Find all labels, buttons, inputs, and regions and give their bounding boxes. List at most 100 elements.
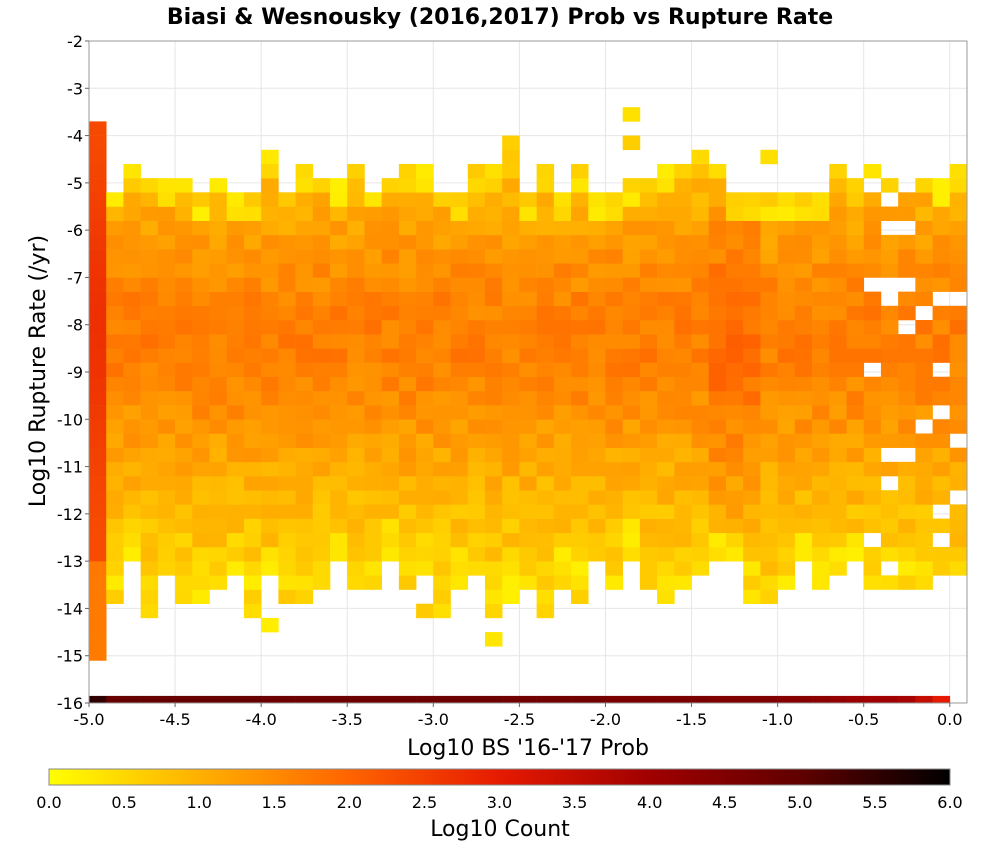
colorbar-tick-label: 5.0 [787, 793, 812, 812]
heatmap-cell [605, 433, 623, 448]
heatmap-cell [812, 490, 830, 505]
heatmap-cell [312, 447, 331, 463]
heatmap-cell [725, 263, 744, 278]
heatmap-cell [932, 206, 951, 221]
heatmap-cell [932, 390, 951, 406]
heatmap-cell [433, 447, 451, 463]
heatmap-cell [605, 291, 623, 307]
heatmap-cell [846, 433, 865, 448]
heatmap-cell [295, 376, 314, 392]
heatmap-cell [278, 518, 296, 534]
heatmap-cell [450, 234, 469, 250]
heatmap-cell [536, 277, 555, 292]
heatmap-cell [880, 206, 899, 221]
heatmap-cell [157, 490, 176, 505]
heatmap-cell [209, 561, 228, 576]
heatmap-cell [209, 305, 228, 321]
heatmap-cell [261, 348, 279, 363]
heatmap-cell [106, 518, 124, 534]
heatmap-cell [226, 433, 245, 448]
heatmap-cell [794, 206, 813, 221]
heatmap-cell [760, 561, 778, 576]
heatmap-cell [192, 362, 210, 378]
heatmap-cell [639, 220, 658, 236]
heatmap-cell [846, 490, 865, 505]
heatmap-cell [175, 192, 193, 207]
heatmap-cell [243, 220, 262, 236]
heatmap-cell [347, 546, 365, 562]
heatmap-cell [433, 206, 451, 221]
y-tick-label: -13 [57, 552, 83, 571]
heatmap-cell [502, 334, 520, 349]
heatmap-cell [278, 305, 296, 321]
heatmap-cell [89, 617, 107, 633]
heatmap-cell [880, 348, 899, 363]
heatmap-cell [278, 561, 296, 576]
heatmap-cell [157, 447, 176, 463]
heatmap-cell [467, 561, 486, 576]
heatmap-cell [398, 518, 417, 534]
heatmap-cell [691, 319, 710, 335]
heatmap-cell [278, 362, 296, 378]
heatmap-cell [226, 546, 245, 562]
heatmap-cell [157, 532, 176, 548]
heatmap-cell [794, 192, 813, 207]
heatmap-cell [536, 518, 555, 534]
heatmap-cell [553, 263, 572, 278]
heatmap-cell [140, 575, 159, 590]
heatmap-cell [622, 376, 641, 392]
heatmap-cell [639, 532, 658, 548]
heatmap-cell [330, 447, 348, 463]
heatmap-cell [261, 263, 279, 278]
heatmap-cell [639, 178, 658, 193]
heatmap-cell [829, 277, 847, 292]
heatmap-cell [622, 390, 641, 406]
heatmap-cell [381, 305, 400, 321]
heatmap-cell [536, 376, 555, 392]
heatmap-cell [347, 348, 365, 363]
heatmap-cell [691, 234, 710, 250]
heatmap-cell [829, 504, 847, 519]
heatmap-cell [708, 447, 727, 463]
heatmap-cell [829, 362, 847, 378]
heatmap-cell-bottom [89, 695, 107, 703]
heatmap-cell [192, 490, 210, 505]
heatmap-cell [140, 532, 159, 548]
heatmap-cell [484, 561, 503, 576]
x-tick-label: -1.0 [762, 710, 793, 729]
heatmap-cell [484, 249, 503, 264]
heatmap-cell [175, 546, 193, 562]
heatmap-cell-bottom [863, 695, 882, 703]
heatmap-cell [949, 405, 968, 420]
heatmap-cell [502, 490, 520, 505]
heatmap-cell [226, 532, 245, 548]
heatmap-cell [106, 249, 124, 264]
heatmap-cell [192, 291, 210, 307]
heatmap-cell [192, 206, 210, 221]
heatmap-cell [502, 348, 520, 363]
heatmap-cell [123, 291, 141, 307]
heatmap-cell [416, 546, 434, 562]
colorbar: 0.0 0.5 1.0 1.5 2.0 2.5 3.0 3.5 4.0 4.5 5.0 5.5 6.0 [36, 768, 963, 812]
heatmap-cell [605, 334, 623, 349]
heatmap-cell [639, 419, 658, 434]
heatmap-cell [398, 504, 417, 519]
heatmap-cell [209, 234, 228, 250]
heatmap-cell [519, 447, 537, 463]
heatmap-cell [691, 447, 710, 463]
heatmap-cell [657, 178, 675, 193]
heatmap-cell [398, 561, 417, 576]
heatmap-cell [863, 433, 882, 448]
heatmap-cell [416, 433, 434, 448]
y-tick-label: -4 [67, 127, 83, 146]
heatmap-cell [484, 163, 503, 179]
heatmap-cell [175, 376, 193, 392]
heatmap-cell [880, 518, 899, 534]
heatmap-cell [89, 419, 107, 434]
heatmap-cell [846, 447, 865, 463]
heatmap-cell [226, 291, 245, 307]
heatmap-cell [536, 419, 555, 434]
heatmap-cell [812, 532, 830, 548]
heatmap-cell-bottom [416, 695, 434, 703]
heatmap-cell [502, 178, 520, 193]
